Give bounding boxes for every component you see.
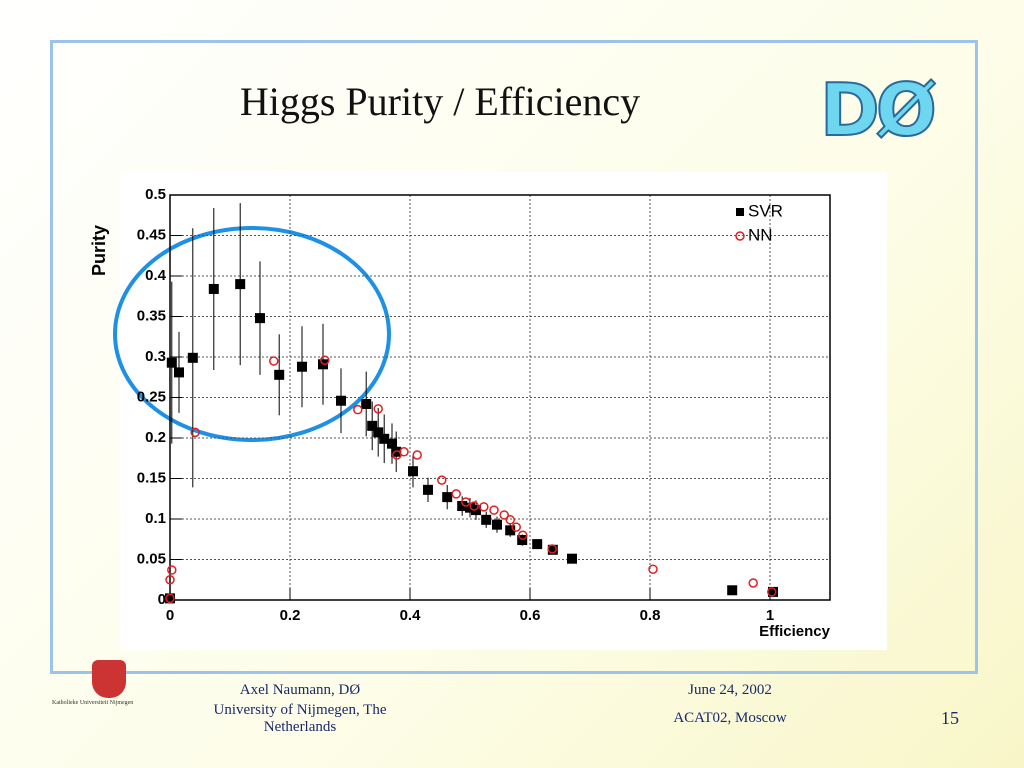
- point: [399, 447, 409, 457]
- point: [269, 356, 279, 366]
- point: [320, 355, 330, 365]
- legend-marker: [735, 231, 745, 241]
- point: [489, 505, 499, 515]
- point: [367, 420, 378, 431]
- d0-logo: DØ: [819, 67, 938, 153]
- y-tick-label: 0.45: [137, 226, 166, 243]
- footer-author: Axel Naumann, DØ: [239, 682, 361, 698]
- x-tick-label: 0: [166, 607, 174, 624]
- point: [492, 519, 502, 530]
- point: [373, 404, 383, 414]
- y-tick-label: 0: [158, 591, 166, 608]
- point: [505, 515, 515, 525]
- slide-title: Higgs Purity / Efficiency: [239, 79, 641, 124]
- y-tick-label: 0.35: [137, 307, 166, 324]
- point: [461, 497, 471, 507]
- footer-page: 15: [941, 708, 959, 728]
- point: [547, 544, 558, 555]
- university-crest: [92, 660, 126, 698]
- point: [442, 492, 453, 503]
- point: [165, 593, 175, 604]
- point: [567, 553, 577, 564]
- point: [167, 565, 177, 575]
- legend-marker: [736, 208, 744, 216]
- point: [437, 475, 447, 485]
- y-tick-label: 0.1: [145, 510, 166, 527]
- point: [353, 404, 363, 415]
- point: [518, 530, 528, 540]
- x-axis-label: Efficiency: [759, 623, 831, 640]
- point: [479, 502, 489, 512]
- slide-frame: [50, 40, 978, 674]
- point: [505, 525, 516, 536]
- point: [451, 489, 461, 499]
- point: [748, 578, 758, 588]
- footer-event: ACAT02, Moscow: [673, 710, 787, 726]
- point: [408, 466, 418, 477]
- point: [387, 438, 397, 449]
- point: [361, 398, 372, 409]
- point: [517, 535, 528, 546]
- point: [412, 450, 422, 460]
- point: [379, 433, 390, 444]
- point: [727, 585, 738, 596]
- point: [547, 544, 557, 554]
- point: [373, 427, 384, 438]
- point: [187, 352, 198, 363]
- point: [511, 522, 521, 532]
- point: [165, 593, 175, 604]
- footer-date: June 24, 2002: [688, 682, 772, 698]
- point: [423, 484, 433, 495]
- y-axis-label: Purity: [89, 225, 109, 276]
- y-tick-label: 0.4: [145, 267, 167, 284]
- point: [457, 501, 468, 512]
- y-tick-label: 0.3: [145, 348, 166, 365]
- legend-label: SVR: [748, 201, 783, 220]
- footer-affiliation: University of Nijmegen, The Netherlands: [213, 702, 387, 735]
- y-tick-label: 0.15: [137, 469, 166, 486]
- point: [255, 313, 265, 324]
- x-tick-label: 0.4: [400, 607, 422, 624]
- highlight-circle: [113, 226, 391, 442]
- x-tick-label: 0.2: [280, 607, 301, 624]
- point: [648, 564, 658, 574]
- point: [208, 283, 219, 294]
- y-tick-label: 0.05: [137, 550, 166, 567]
- point: [481, 514, 492, 525]
- plot-frame: [169, 194, 831, 601]
- university-logo: Katholieke Universiteit Nijmegen: [52, 700, 134, 706]
- point: [274, 369, 285, 380]
- point: [190, 427, 200, 438]
- legend-label: NN: [748, 225, 773, 244]
- point: [532, 539, 543, 550]
- point: [768, 586, 778, 597]
- y-tick-label: 0.5: [145, 186, 166, 203]
- point: [469, 501, 479, 511]
- point: [174, 367, 184, 378]
- x-tick-label: 0.6: [520, 607, 541, 624]
- point: [166, 357, 177, 368]
- point: [235, 279, 246, 290]
- y-tick-label: 0.25: [137, 388, 166, 405]
- x-tick-label: 0.8: [640, 607, 661, 624]
- point: [767, 587, 777, 597]
- point: [297, 361, 307, 372]
- chart-background: [120, 172, 887, 650]
- y-tick-label: 0.2: [145, 429, 166, 446]
- point: [165, 575, 175, 585]
- point: [336, 395, 346, 406]
- point: [499, 510, 509, 520]
- x-tick-label: 1: [766, 607, 774, 624]
